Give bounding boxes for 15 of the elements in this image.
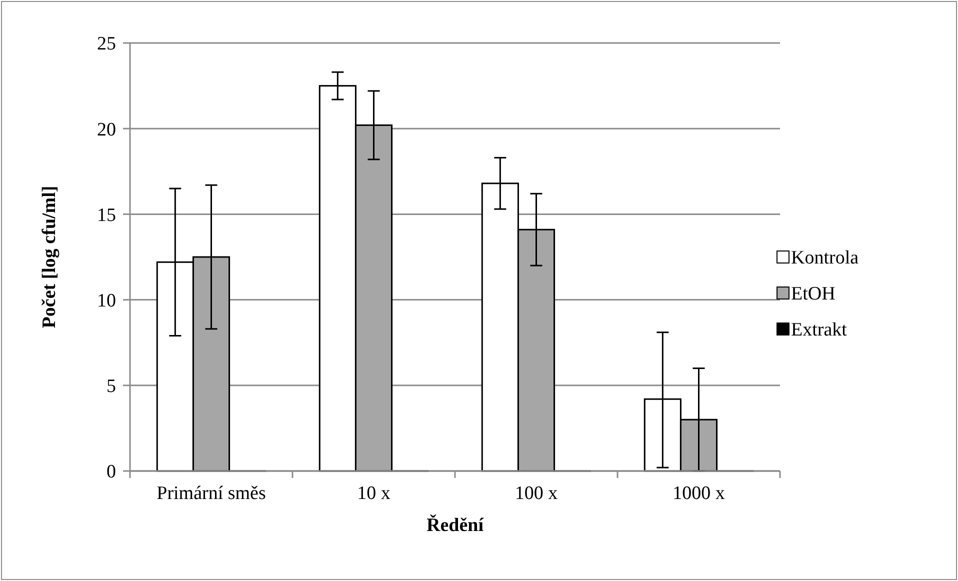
x-axis-title: Ředění: [426, 514, 484, 536]
y-tick-label: 25: [97, 34, 116, 55]
legend-label: EtOH: [791, 284, 836, 305]
x-tick-label: 1000 x: [672, 483, 726, 504]
legend-label: Kontrola: [791, 248, 860, 269]
y-tick-label: 10: [97, 290, 116, 312]
legend-label: Extrakt: [791, 320, 848, 341]
x-tick-label: 100 x: [514, 483, 558, 504]
x-tick-label: 10 x: [357, 483, 391, 504]
y-tick-label: 20: [97, 119, 116, 140]
y-tick-label: 5: [106, 376, 116, 398]
y-axis-title: Počet [log cfu/ml]: [39, 186, 60, 328]
y-tick-label: 0: [106, 462, 116, 483]
x-tick-label: Primární směs: [156, 483, 266, 504]
y-tick-label: 15: [97, 204, 116, 226]
